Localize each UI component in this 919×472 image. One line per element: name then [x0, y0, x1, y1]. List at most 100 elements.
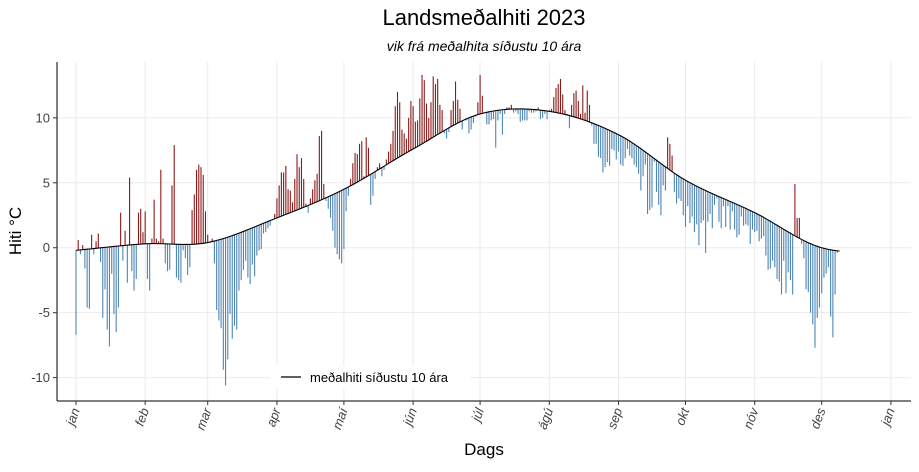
- temperature-bar: [358, 143, 361, 181]
- temperature-bar: [638, 147, 640, 174]
- temperature-bar: [160, 169, 162, 244]
- temperature-bar: [385, 159, 387, 165]
- temperature-bar: [747, 209, 749, 226]
- temperature-bar: [120, 212, 122, 246]
- temperature-bar: [352, 163, 354, 185]
- temperature-bar: [794, 184, 796, 236]
- temperature-bar: [756, 213, 758, 231]
- temperature-bar: [227, 237, 229, 360]
- temperature-bar: [698, 187, 700, 246]
- temperature-bar: [542, 110, 544, 118]
- temperature-bar: [595, 124, 597, 144]
- temperature-bar: [408, 117, 410, 152]
- temperature-bar: [291, 202, 294, 212]
- temperature-bar: [573, 93, 575, 117]
- x-tick-label: mar: [193, 405, 215, 432]
- temperature-bar: [269, 220, 271, 226]
- temperature-bar: [550, 108, 553, 112]
- temperature-bar: [553, 97, 555, 113]
- temperature-bar: [812, 244, 814, 325]
- temperature-bar: [106, 247, 108, 330]
- temperature-bar: [816, 246, 818, 318]
- temperature-bar: [309, 198, 311, 205]
- temperature-bar: [834, 250, 836, 295]
- temperature-bar: [162, 238, 164, 244]
- temperature-bar: [216, 240, 218, 311]
- temperature-bar: [783, 229, 785, 261]
- temperature-bar: [707, 191, 709, 222]
- temperature-bar: [240, 232, 242, 281]
- temperature-bar: [582, 85, 584, 120]
- bars: [75, 74, 838, 386]
- temperature-bar: [135, 244, 137, 279]
- legend: meðalhiti síðustu 10 ára: [270, 366, 470, 388]
- temperature-bar: [787, 231, 789, 273]
- temperature-bar: [99, 247, 102, 263]
- temperature-bar: [740, 206, 742, 217]
- temperature-bar: [823, 248, 825, 278]
- temperature-bar: [508, 107, 510, 110]
- temperature-bar: [452, 100, 454, 126]
- temperature-bar: [86, 249, 88, 308]
- temperature-bar: [204, 211, 207, 243]
- temperature-bar: [649, 155, 651, 211]
- temperature-bar: [568, 115, 570, 129]
- temperature-bar: [399, 102, 401, 157]
- temperature-bar: [260, 224, 262, 250]
- temperature-bar: [332, 194, 334, 231]
- temperature-bar: [133, 244, 135, 291]
- temperature-bar: [287, 189, 289, 214]
- temperature-bar: [325, 197, 327, 201]
- temperature-bar: [742, 207, 745, 226]
- temperature-bar: [495, 110, 497, 148]
- temperature-bar: [166, 243, 169, 272]
- temperature-bar: [602, 127, 604, 173]
- temperature-bar: [417, 120, 419, 147]
- temperature-bar: [238, 233, 240, 291]
- temperature-bar: [765, 218, 767, 256]
- temperature-bar: [202, 175, 204, 244]
- temperature-bar: [200, 167, 202, 244]
- temperature-bar: [521, 108, 524, 121]
- temperature-bar: [126, 245, 128, 283]
- temperature-bar: [347, 186, 349, 196]
- temperature-bar: [562, 94, 564, 114]
- temperature-bar: [350, 178, 352, 186]
- temperature-bar: [388, 151, 390, 164]
- temperature-bar: [629, 141, 631, 156]
- x-ticks: jan feb mar apr maí jún júl ágú sep okt nóv des jan: [62, 401, 898, 432]
- temperature-bar: [584, 112, 586, 121]
- temperature-bar: [785, 230, 787, 294]
- temperature-bar: [662, 165, 664, 186]
- temperature-bar: [129, 177, 131, 245]
- temperature-bar: [229, 236, 231, 314]
- x-tick-label: jan: [62, 406, 83, 429]
- temperature-bar: [131, 244, 133, 272]
- temperature-bar: [151, 238, 153, 244]
- temperature-bar: [722, 198, 725, 207]
- temperature-bar: [367, 147, 370, 176]
- temperature-bar: [479, 74, 481, 114]
- temperature-bar: [526, 109, 528, 121]
- temperature-bar: [801, 239, 803, 244]
- temperature-bar: [262, 223, 265, 234]
- temperature-bar: [776, 225, 778, 279]
- temperature-bar: [807, 242, 809, 292]
- y-tick-label: -5: [38, 305, 50, 320]
- temperature-bar: [680, 177, 682, 201]
- temperature-bar: [88, 249, 90, 309]
- x-tick-label: júl: [468, 405, 488, 425]
- temperature-bar: [421, 74, 423, 144]
- temperature-bar: [403, 133, 405, 155]
- temperature-bar: [772, 222, 774, 261]
- temperature-bar: [673, 173, 675, 192]
- x-tick-label: maí: [329, 405, 351, 432]
- temperature-bar: [265, 222, 267, 233]
- temperature-bar: [564, 110, 566, 115]
- temperature-bar: [303, 178, 305, 208]
- temperature-bar: [571, 104, 573, 117]
- temperature-bar: [187, 244, 189, 276]
- temperature-bar: [533, 109, 535, 113]
- temperature-bar: [149, 243, 151, 291]
- temperature-bar: [597, 125, 599, 157]
